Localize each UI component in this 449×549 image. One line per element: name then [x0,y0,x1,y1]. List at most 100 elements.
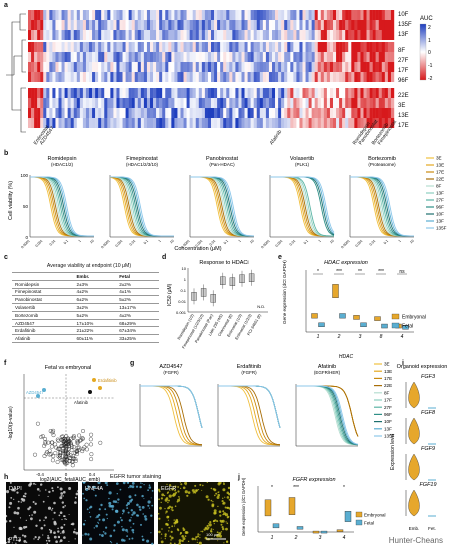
heatmap-cell [46,72,50,82]
stain-speck [128,538,131,540]
heatmap-cell [183,72,187,82]
data-point [51,428,56,433]
stain-speck [175,520,179,524]
heatmap-cell [214,108,218,118]
row-label: 13F [398,32,409,38]
heatmap-cell [253,98,257,108]
heatmap-cell [70,98,74,108]
heatmap-cell [150,10,154,20]
legend-entry: 27F [384,405,392,410]
heatmap-cell [357,42,361,52]
heatmap-cell [323,10,328,20]
heatmap-cell [104,20,108,30]
stain-speck [16,491,19,494]
stain-speck [197,539,199,541]
heatmap-cell [153,52,157,62]
heatmap-cell [95,30,99,40]
heatmap-cell [305,42,309,52]
stain-speck [164,538,166,540]
stain-speck [53,535,57,539]
stain-speck [141,535,144,538]
heatmap-cell [192,108,196,118]
data-point [88,442,93,447]
data-point [51,454,56,459]
stain-speck [191,537,195,541]
heatmap-cell [31,98,35,108]
heatmap-cell [177,52,181,62]
heatmap-cell [73,20,77,30]
heatmap-cell [122,72,126,82]
stain-speck [59,487,63,491]
x-tick: 0.1 [383,239,389,245]
heatmap-cell [390,30,395,40]
heatmap-cell [259,52,264,62]
stain-speck [105,513,108,516]
heatmap-cell [46,98,50,108]
heatmap-cell [180,62,184,72]
heatmap-cell [49,52,53,62]
data-point [56,446,61,451]
stain-speck [130,498,134,501]
stain-speck [141,506,145,509]
heatmap-cell [128,88,132,98]
heatmap-cell [278,88,282,98]
stain-speck [182,537,186,541]
heatmap-cell [284,72,288,82]
heatmap-cell [308,42,312,52]
heatmap-cell [89,72,93,82]
heatmap-cell [122,42,126,52]
heatmap-cell [143,88,148,98]
data-point [66,436,71,441]
data-point [70,463,75,468]
heatmap-cell [174,88,178,98]
heatmap-cell [174,118,178,128]
heatmap-cell [195,52,199,62]
heatmap-cell [198,10,203,20]
heatmap-cell [98,88,102,98]
heatmap-cell [232,108,236,118]
heatmap-cell [250,42,254,52]
heatmap-cell [220,10,224,20]
heatmap-cell [195,10,199,20]
heatmap-cell [342,42,346,52]
heatmap-cell [329,108,334,118]
heatmap-cell [107,10,111,20]
heatmap-cell [64,10,68,20]
x-tick: 0.01 [209,239,217,247]
heatmap-cell [262,118,267,128]
heatmap-cell [375,88,379,98]
heatmap-cell [70,72,74,82]
gene-label: FGF19 [419,482,436,488]
legend-entry: 27F [436,198,444,203]
heatmap-cell [55,62,59,72]
heatmap-cell [101,20,105,30]
stain-speck [73,530,76,534]
stain-speck [131,513,134,516]
stain-speck [82,534,84,536]
heatmap-cell [171,30,175,40]
highlight-point [98,386,102,390]
data-point [71,445,76,450]
stain-speck [51,487,54,490]
dose-curve [270,176,335,233]
heatmap-cell [58,42,62,52]
heatmap-cell [317,72,321,82]
heatmap-cell [336,30,340,40]
dose-curve [190,176,255,237]
heatmap-cell [272,42,276,52]
heatmap-cell [235,52,239,62]
heatmap-cell [308,118,312,128]
heatmap-cell [259,30,264,40]
stain-speck [150,532,152,534]
heatmap-cell [290,52,294,62]
stain-speck [97,521,99,524]
dose-curve [296,385,359,437]
heatmap-cell [162,118,166,128]
heatmap-cell [186,42,190,52]
heatmap-cell [119,88,123,98]
heatmap-cell [125,62,129,72]
heatmap-cell [265,88,270,98]
heatmap-cell [375,52,379,62]
heatmap-cell [40,72,44,82]
heatmap-cell [143,30,148,40]
